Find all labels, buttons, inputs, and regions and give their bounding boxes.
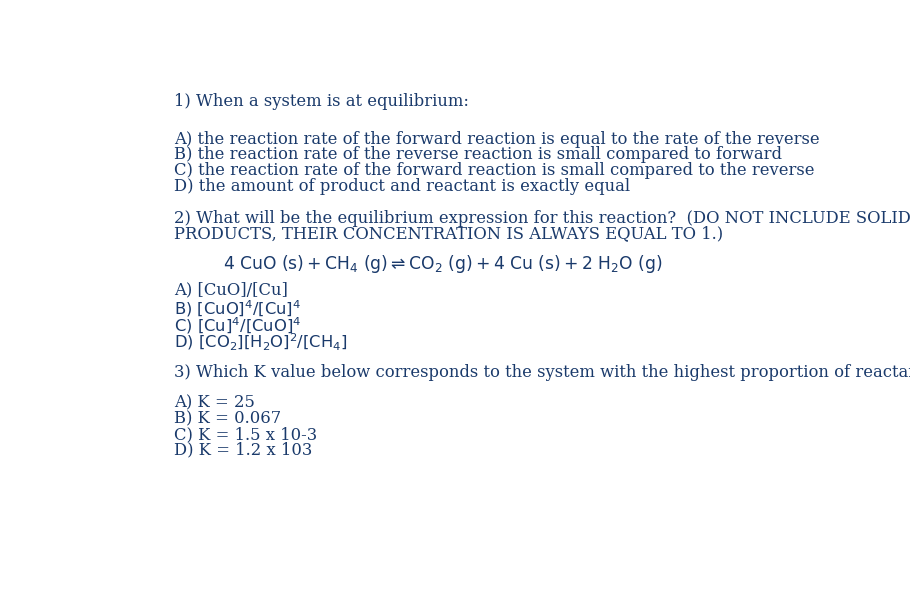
Text: A) [CuO]/[Cu]: A) [CuO]/[Cu] — [174, 282, 288, 298]
Text: D) K = 1.2 x 103: D) K = 1.2 x 103 — [174, 441, 312, 458]
Text: $4\ \mathrm{CuO\ (s) + CH_4\ (g)} \rightleftharpoons \mathrm{CO_2\ (g) + 4\ Cu\ : $4\ \mathrm{CuO\ (s) + CH_4\ (g)} \right… — [223, 253, 662, 275]
Text: 2) What will be the equilibrium expression for this reaction?  (DO NOT INCLUDE S: 2) What will be the equilibrium expressi… — [174, 210, 910, 227]
Text: 3) Which K value below corresponds to the system with the highest proportion of : 3) Which K value below corresponds to th… — [174, 364, 910, 381]
Text: C) $\mathrm{[Cu]^4/[CuO]^4}$: C) $\mathrm{[Cu]^4/[CuO]^4}$ — [174, 315, 301, 336]
Text: C) K = 1.5 x 10-3: C) K = 1.5 x 10-3 — [174, 426, 317, 443]
Text: PRODUCTS, THEIR CONCENTRATION IS ALWAYS EQUAL TO 1.): PRODUCTS, THEIR CONCENTRATION IS ALWAYS … — [174, 226, 723, 242]
Text: C) the reaction rate of the forward reaction is small compared to the reverse: C) the reaction rate of the forward reac… — [174, 162, 814, 179]
Text: A) K = 25: A) K = 25 — [174, 395, 255, 412]
Text: B) the reaction rate of the reverse reaction is small compared to forward: B) the reaction rate of the reverse reac… — [174, 146, 782, 163]
Text: D) the amount of product and reactant is exactly equal: D) the amount of product and reactant is… — [174, 177, 630, 195]
Text: D) $\mathrm{[CO_2][H_2O]^2/[CH_4]}$: D) $\mathrm{[CO_2][H_2O]^2/[CH_4]}$ — [174, 332, 348, 353]
Text: 1) When a system is at equilibrium:: 1) When a system is at equilibrium: — [174, 93, 469, 110]
Text: B) $\mathrm{[CuO]^4/[Cu]^4}$: B) $\mathrm{[CuO]^4/[Cu]^4}$ — [174, 298, 301, 319]
Text: B) K = 0.067: B) K = 0.067 — [174, 411, 281, 427]
Text: A) the reaction rate of the forward reaction is equal to the rate of the reverse: A) the reaction rate of the forward reac… — [174, 131, 819, 148]
